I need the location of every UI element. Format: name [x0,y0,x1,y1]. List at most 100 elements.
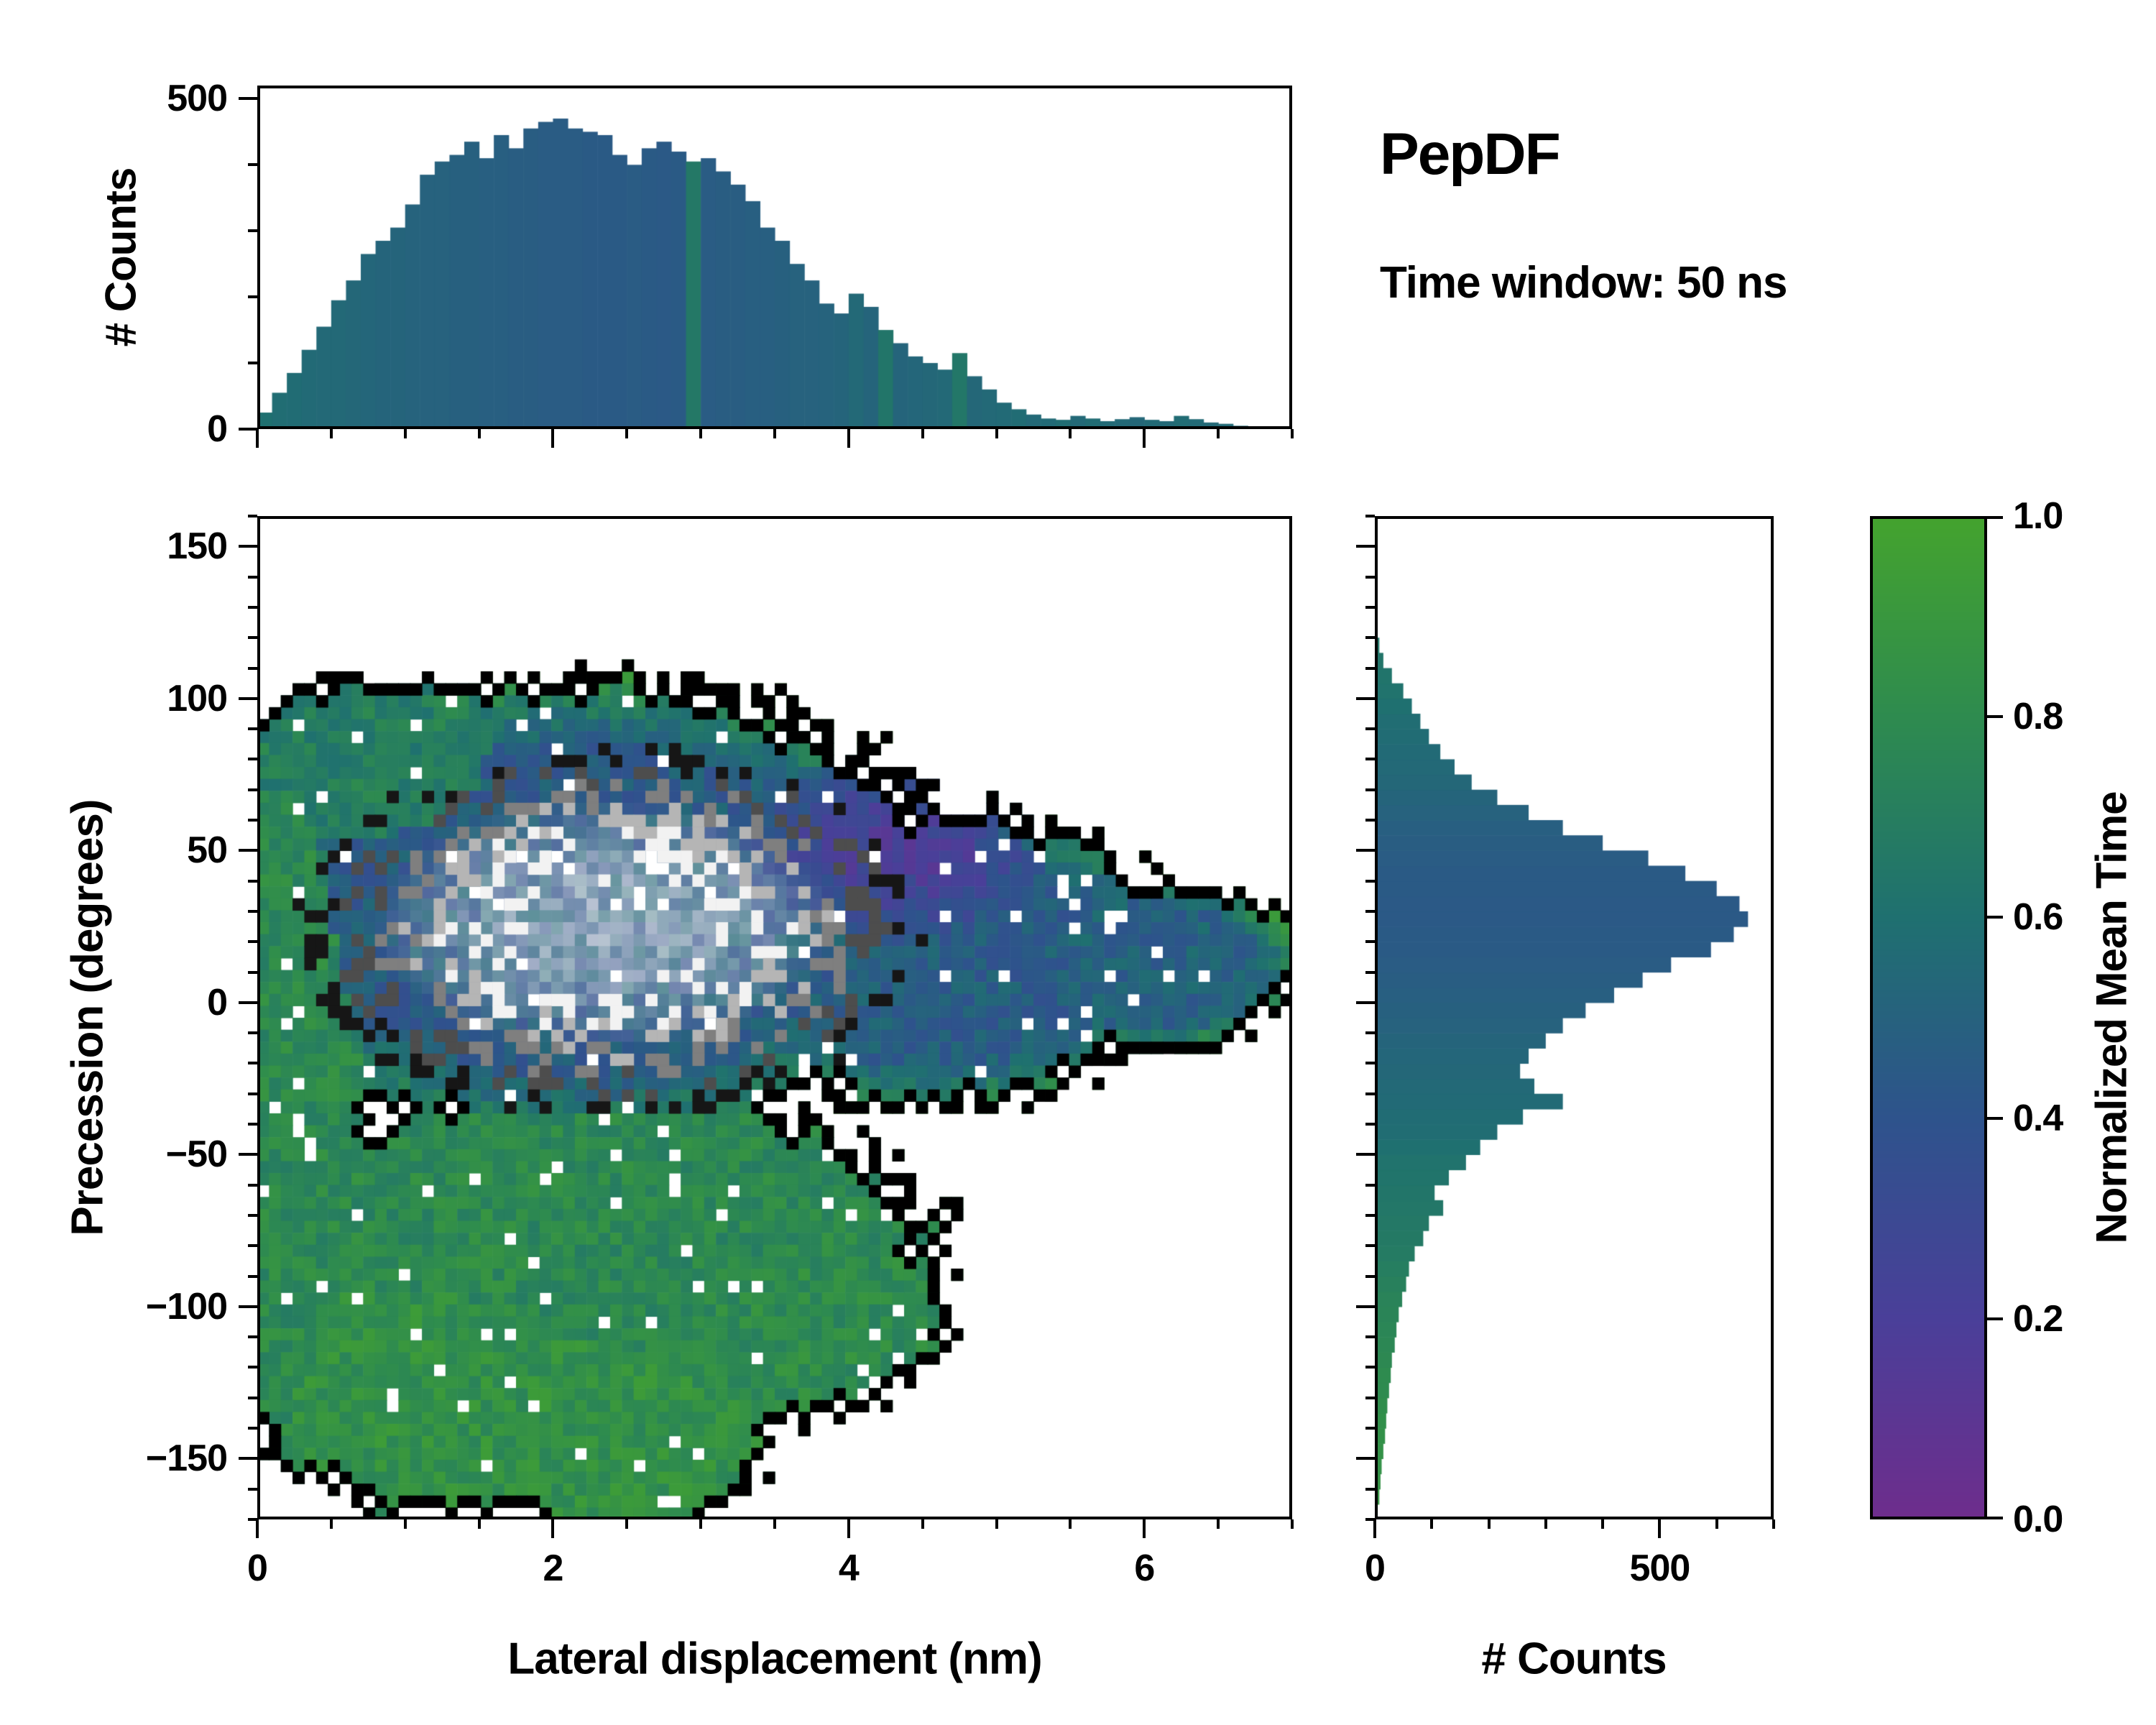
colorbar-tick-label: 0.4 [2013,1097,2063,1139]
righthist-x-tick-label: 500 [1629,1547,1691,1589]
tophist-x-minor-tick [921,429,924,438]
righthist-y-minor-tick [1365,727,1375,731]
righthist-y-minor-tick [1365,819,1375,822]
righthist-x-minor-tick [1601,1519,1605,1529]
righthist-y-minor-tick [1365,909,1375,913]
righthist-y-minor-tick [1365,758,1375,761]
righthist-y-minor-tick [1365,1427,1375,1430]
main-x-minor-tick [1217,1519,1220,1529]
main-y-minor-tick [248,909,257,913]
righthist-y-major-tick [1356,696,1375,700]
tophist-y-major-tick [239,97,257,101]
colorbar-tick [1987,516,2003,519]
main-y-minor-tick [248,666,257,670]
righthist-x-minor-tick [1715,1519,1718,1529]
tophist-x-minor-tick [403,429,407,438]
tophist-y-minor-tick [248,295,257,299]
main-x-minor-tick [1069,1519,1072,1529]
main-y-minor-tick [248,605,257,609]
tophist-x-major-tick [1143,429,1146,448]
colorbar-tick-label: 1.0 [2013,495,2063,537]
main-x-minor-tick [403,1519,407,1529]
main-y-minor-tick [248,879,257,883]
main-y-minor-tick [248,970,257,974]
main-y-major-tick [239,1153,257,1156]
righthist-y-minor-tick [1365,1123,1375,1126]
main-x-minor-tick [699,1519,703,1529]
main-y-major-tick [239,849,257,852]
main-y-minor-tick [248,1183,257,1187]
main-y-axis-label: Precession (degrees) [63,799,113,1236]
main-x-axis-label: Lateral displacement (nm) [507,1634,1042,1684]
righthist-y-minor-tick [1365,1366,1375,1369]
main-x-major-tick [847,1519,850,1538]
colorbar-tick [1987,1317,2003,1320]
main-y-minor-tick [248,575,257,579]
righthist-y-major-tick [1356,1457,1375,1460]
main-y-major-tick [239,1000,257,1004]
righthist-y-major-tick [1356,545,1375,548]
colorbar-tick-label: 0.2 [2013,1297,2063,1340]
righthist-y-minor-tick [1365,605,1375,609]
plot-title: PepDF [1380,121,1561,187]
righthist-y-minor-tick [1365,636,1375,640]
righthist-y-minor-tick [1365,940,1375,944]
main-y-minor-tick [248,1487,257,1491]
righthist-y-minor-tick [1365,1092,1375,1095]
tophist-x-minor-tick [773,429,776,438]
colorbar-tick [1987,916,2003,919]
righthist-x-minor-tick [1544,1519,1547,1529]
colorbar-tick [1987,1116,2003,1120]
righthist-y-minor-tick [1365,1335,1375,1339]
tophist-x-minor-tick [699,429,703,438]
main-y-major-tick [239,1305,257,1308]
tophist-x-major-tick [847,429,850,448]
colorbar-tick [1987,715,2003,719]
righthist-y-minor-tick [1365,970,1375,974]
main-y-minor-tick [248,1518,257,1521]
main-x-minor-tick [1291,1519,1294,1529]
main-x-minor-tick [995,1519,998,1529]
main-x-minor-tick [477,1519,481,1529]
main-x-minor-tick [625,1519,629,1529]
main-y-major-tick [239,696,257,700]
main-y-major-tick [239,1457,257,1460]
joint-heatmap-canvas [257,516,1292,1519]
righthist-x-minor-tick [1430,1519,1434,1529]
main-y-major-tick [239,545,257,548]
main-y-minor-tick [248,1427,257,1430]
main-y-minor-tick [248,758,257,761]
main-y-tick-label: −50 [165,1133,228,1176]
main-y-tick-label: −150 [145,1438,228,1480]
main-x-major-tick [256,1519,259,1538]
tophist-x-minor-tick [1069,429,1072,438]
righthist-y-major-tick [1356,1305,1375,1308]
righthist-y-minor-tick [1365,879,1375,883]
righthist-y-minor-tick [1365,666,1375,670]
tophist-x-minor-tick [995,429,998,438]
righthist-x-major-tick [1373,1519,1376,1538]
colorbar-tick-label: 0.6 [2013,896,2063,939]
tophist-x-major-tick [551,429,555,448]
righthist-x-major-tick [1658,1519,1662,1538]
top-histogram-y-axis-label: # Counts [96,167,145,347]
main-y-minor-tick [248,788,257,791]
main-y-minor-tick [248,1396,257,1399]
colorbar-tick-label: 0.8 [2013,696,2063,738]
colorbar-tick-label: 0.0 [2013,1499,2063,1540]
main-y-tick-label: 50 [187,829,228,872]
righthist-y-major-tick [1356,849,1375,852]
tophist-y-minor-tick [248,163,257,167]
main-y-minor-tick [248,1031,257,1035]
righthist-y-minor-tick [1365,1031,1375,1035]
righthist-y-minor-tick [1365,575,1375,579]
right-histogram-x-axis-label: # Counts [1481,1634,1667,1684]
tophist-y-minor-tick [248,229,257,233]
colorbar-tick [1987,1517,2003,1519]
righthist-y-minor-tick [1365,1213,1375,1217]
righthist-y-major-tick [1356,1153,1375,1156]
tophist-x-minor-tick [1217,429,1220,438]
righthist-y-minor-tick [1365,515,1375,518]
righthist-y-minor-tick [1365,1487,1375,1491]
